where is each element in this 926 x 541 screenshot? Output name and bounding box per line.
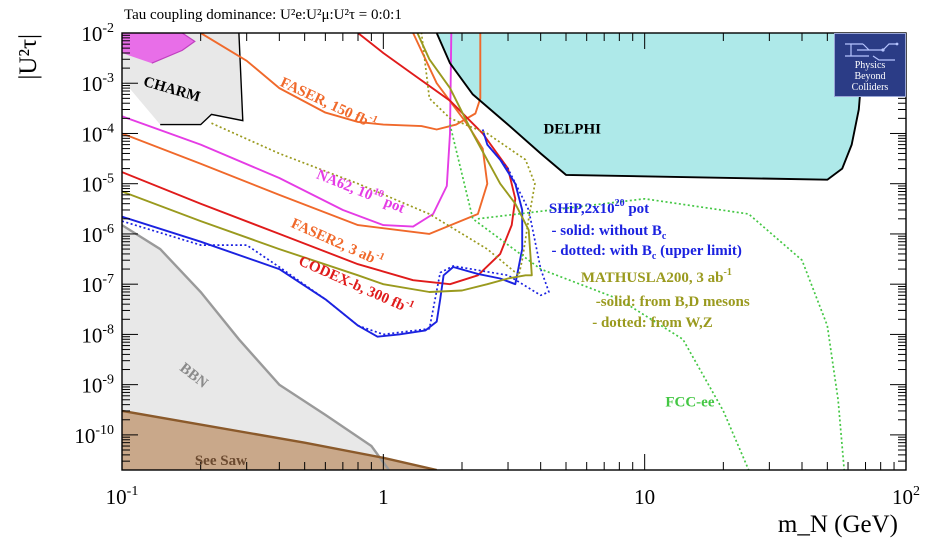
magenta-boundary [151,33,196,64]
label-na62: NA62, 1018 pot [314,164,408,217]
y-axis-label: |U²τ| [15,34,42,80]
chart-title: Tau coupling dominance: U²e:U²μ:U²τ = 0:… [124,7,402,23]
y-tick-label: 10-4 [81,121,114,146]
y-tick-label: 10-5 [81,172,114,197]
seesaw-boundary [122,409,437,470]
label-delphi: DELPHI [543,121,601,137]
logo-line-beyond: Beyond [854,71,886,82]
curve-fcc-ee-upper [477,197,846,470]
curve-faser2-3-ab [122,33,489,235]
label-faser: FASER, 150 fb-1 [278,72,380,133]
charm-boundary [160,33,244,126]
x-tick-label: 10-1 [106,484,139,509]
y-tick-label: 10-6 [81,222,114,247]
label-ship: SHiP,2x1020 pot [549,198,649,217]
region-delphi [436,33,866,180]
curve-fcc-ee [449,124,750,470]
label-codex: CODEX-b, 300 fb-1 [296,251,416,318]
curve-faser-150-fb [200,33,482,131]
label-mathusla: MATHUSLA200, 3 ab-1 [581,267,732,286]
y-tick-label: 10-9 [81,373,114,398]
logo-line-colliders: Colliders [851,82,889,93]
bbn-boundary [122,224,390,470]
y-tick-label: 10-3 [81,71,114,96]
label-mathusla-solid: -solid: from B,D mesons [596,294,750,310]
y-tick-label: 10-2 [81,21,114,46]
axis-ticks [121,32,907,471]
x-tick-label: 1 [378,485,389,509]
curve-ship-solid-without-b-c [122,129,524,338]
label-seesaw: See Saw [195,453,247,469]
region-bbn [122,225,389,470]
logo-line-physics: Physics [854,60,886,71]
curve-codex-b-300-fb [122,33,517,286]
x-tick-label: 102 [892,484,920,509]
x-axis-label: m_N (GeV) [778,511,898,538]
logo-text: Physics Beyond Colliders [835,60,905,93]
y-tick-label: 10-7 [81,272,114,297]
label-mathusla-dotted: - dotted: from W,Z [592,315,713,331]
physics-beyond-colliders-logo: Physics Beyond Colliders [834,33,906,97]
curve-delphi-boundary [435,33,867,181]
logo-circuit-icon [845,42,899,61]
plot-area [122,33,867,470]
label-ship-dotted: - dotted: with Bc (upper limit) [551,243,741,262]
region-magenta-4 [122,33,195,64]
curve-mathusla200-dotted-from-w-z [211,33,536,277]
plot-frame [121,32,907,471]
label-fccee: FCC-ee [665,394,714,410]
y-tick-label: 10-8 [81,322,114,347]
x-tick-label: 10 [634,485,655,509]
y-tick-label: 10-10 [74,423,114,448]
curve-ship-dotted-with-b-c-upper-limit [122,144,550,336]
curve-mathusla200-solid-from-b-d-mesons [122,33,533,293]
label-ship-solid: - solid: without Bc [551,223,666,242]
curve-na62-10-pot [122,33,453,228]
